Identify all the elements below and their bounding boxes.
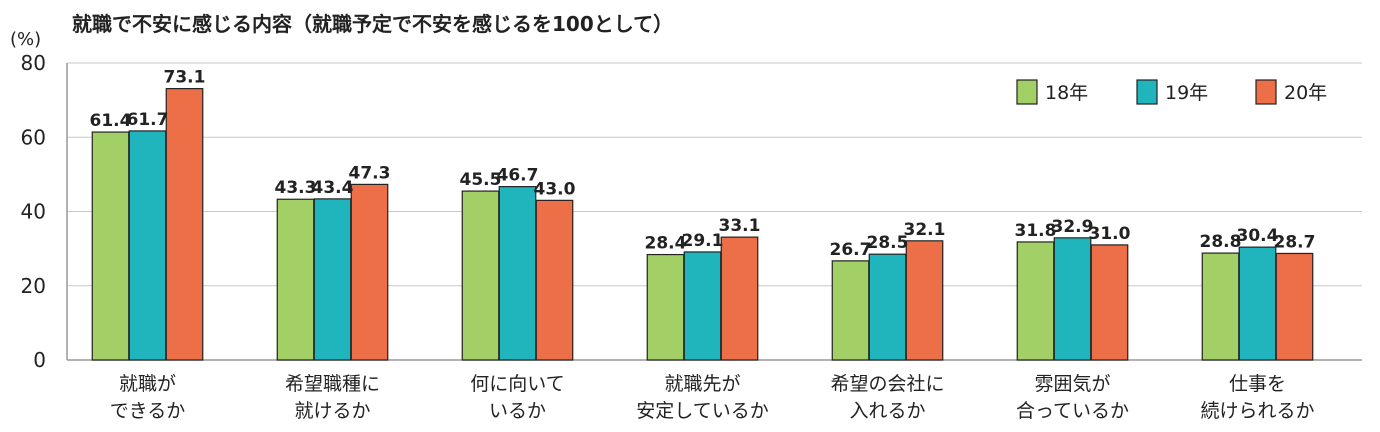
data-label: 43.4 <box>312 178 354 198</box>
x-category-label: できるか <box>110 400 186 422</box>
x-category-label: 続けられるか <box>1200 400 1314 422</box>
data-label: 32.1 <box>904 220 946 240</box>
data-label: 28.4 <box>645 234 687 254</box>
x-category-label: 安定しているか <box>636 400 768 422</box>
y-tick-label: 80 <box>21 51 46 75</box>
data-label: 61.4 <box>90 111 132 131</box>
bar-4-2 <box>683 251 722 361</box>
x-category-label: いるか <box>489 400 546 422</box>
bar-4-1 <box>646 253 685 361</box>
data-label: 73.1 <box>164 68 206 88</box>
bar-6-1 <box>1016 241 1055 361</box>
x-category-label: 仕事を <box>1229 373 1286 395</box>
bar-5-2 <box>868 253 907 361</box>
bar-2-3 <box>350 183 389 361</box>
legend-swatch <box>1016 79 1038 105</box>
chart-title: 就職で不安に感じる内容（就職予定で不安を感じるを100として） <box>72 12 673 36</box>
bar-5-3 <box>905 240 944 361</box>
data-label: 46.7 <box>497 166 539 186</box>
legend-label: 20年 <box>1284 82 1327 104</box>
legend-swatch <box>1136 79 1158 105</box>
x-category-label: 希望職種に <box>285 373 380 395</box>
data-label: 28.7 <box>1274 232 1316 252</box>
bar-6-2 <box>1053 237 1092 361</box>
bar-1-2 <box>128 130 167 361</box>
data-label: 45.5 <box>460 170 502 190</box>
data-label: 31.8 <box>1015 221 1057 241</box>
bar-3-1 <box>461 190 500 361</box>
bar-3-2 <box>498 186 537 361</box>
y-tick-label: 20 <box>21 274 46 298</box>
data-label: 26.7 <box>830 240 872 260</box>
data-label: 47.3 <box>349 163 391 183</box>
bar-6-3 <box>1090 244 1129 361</box>
bar-1-1 <box>91 131 130 361</box>
data-label: 43.0 <box>534 179 576 199</box>
x-category-label: 合っているか <box>1016 400 1129 422</box>
data-label: 31.0 <box>1089 224 1131 244</box>
legend-label: 19年 <box>1165 82 1208 104</box>
bar-5-1 <box>831 260 870 361</box>
x-category-label: 就職が <box>119 373 176 395</box>
y-tick-label: 40 <box>21 200 46 224</box>
bar-7-2 <box>1238 246 1277 361</box>
y-axis-ticks: 0 20 40 60 80 <box>21 51 46 372</box>
data-label: 43.3 <box>275 178 317 198</box>
x-category-label: 入れるか <box>849 400 925 422</box>
bar-7-1 <box>1201 252 1240 361</box>
bar-2-2 <box>313 198 352 361</box>
bar-1-3 <box>165 88 204 361</box>
bars <box>91 88 1314 361</box>
legend-swatch <box>1255 79 1277 105</box>
legend: 18年 19年 20年 <box>1016 79 1327 105</box>
bar-7-3 <box>1275 252 1314 361</box>
bar-3-3 <box>535 199 574 361</box>
data-label: 61.7 <box>127 110 169 130</box>
data-labels: 61.461.7 73.1 43.343.447.3 45.546.743.0 28.4… <box>90 68 1316 260</box>
data-label: 28.5 <box>867 233 909 253</box>
x-category-label: 就職先が <box>664 373 740 395</box>
x-category-label: 就けるか <box>294 400 370 422</box>
y-tick-label: 60 <box>21 125 46 149</box>
data-label: 28.8 <box>1200 232 1242 252</box>
x-category-label: 何に向いて <box>470 373 564 395</box>
x-category-label: 雰囲気が <box>1034 373 1110 395</box>
data-label: 33.1 <box>719 216 761 236</box>
x-category-label: 希望の会社に <box>830 373 944 395</box>
bar-2-1 <box>276 198 315 361</box>
data-label: 30.4 <box>1237 226 1279 246</box>
y-tick-label: 0 <box>33 348 46 372</box>
y-axis-unit: (%) <box>10 29 41 50</box>
legend-label: 18年 <box>1045 82 1088 104</box>
data-label: 32.9 <box>1052 217 1094 237</box>
bar-4-3 <box>720 236 759 361</box>
data-label: 29.1 <box>682 231 724 251</box>
